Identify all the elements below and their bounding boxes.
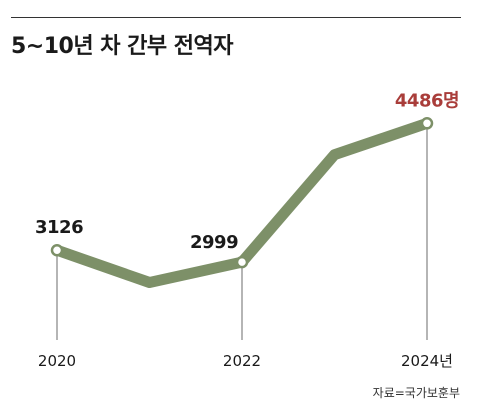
x-tick-label-2020: 2020	[38, 352, 76, 370]
x-tick-label-2022: 2022	[223, 352, 261, 370]
markers	[50, 117, 434, 269]
data-label-2020: 3126	[35, 217, 83, 238]
x-tick-label-2024: 2024년	[401, 352, 453, 370]
data-label-2022: 2999	[190, 232, 238, 253]
marker-2022	[235, 255, 249, 269]
marker-2020	[50, 243, 64, 257]
marker-2024	[420, 117, 434, 130]
chart-title: 5~10년 차 간부 전역자	[11, 34, 234, 59]
drop-lines	[56, 123, 428, 340]
source-note: 자료=국가보훈부	[372, 386, 460, 400]
data-label-2024: 4486명	[395, 90, 459, 111]
top-rule	[11, 17, 461, 18]
x-tick-labels: 2020 2022 2024년	[38, 352, 453, 370]
data-labels: 3126 2999 4486명	[35, 90, 460, 253]
